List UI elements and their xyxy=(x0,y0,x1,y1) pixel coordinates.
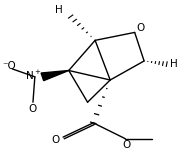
Text: N: N xyxy=(26,71,34,81)
Text: +: + xyxy=(35,69,41,75)
Text: ⁻O: ⁻O xyxy=(2,61,16,71)
Text: O: O xyxy=(51,135,60,145)
Text: H: H xyxy=(170,59,178,69)
Text: H: H xyxy=(55,5,63,15)
Text: O: O xyxy=(29,104,37,114)
Polygon shape xyxy=(41,71,69,81)
Text: O: O xyxy=(136,23,144,33)
Text: O: O xyxy=(122,140,130,150)
